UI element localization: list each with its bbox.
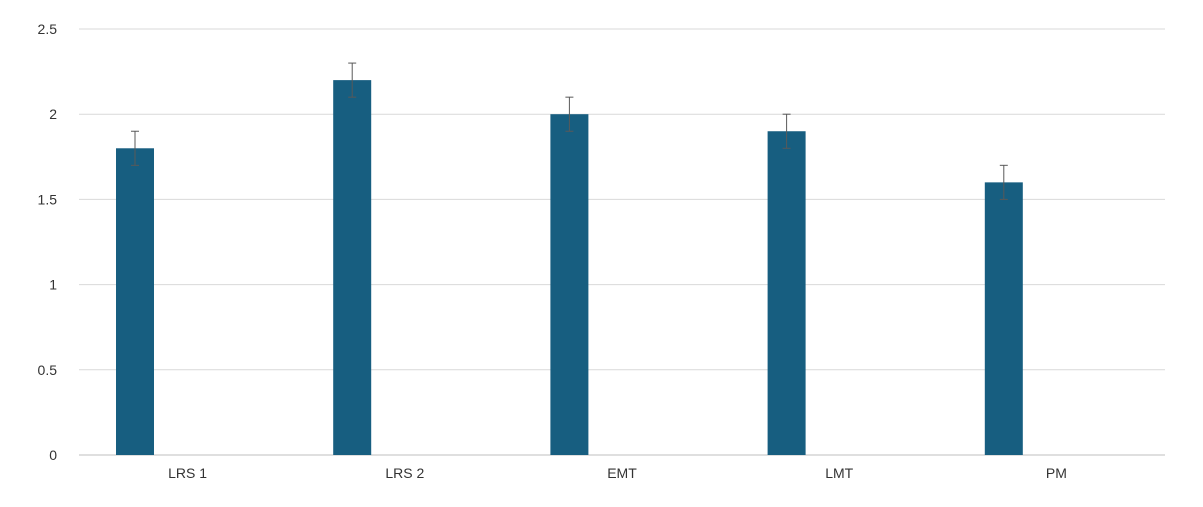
bar: [984, 182, 1023, 456]
gridlines: [79, 28, 1165, 371]
y-tick-label: 0.5: [38, 362, 58, 378]
error-bar: [348, 62, 357, 98]
error-bars: [131, 62, 1008, 200]
bar: [116, 148, 154, 455]
bars: [116, 80, 1023, 456]
tick-labels: 0 0.5 1 1.5 2 2.5 LRS 1 LRS 2 EMT LMT PM: [38, 21, 1067, 481]
error-bar: [565, 96, 574, 132]
bar: [333, 80, 372, 456]
error-bar: [782, 113, 791, 149]
y-tick-label: 1.5: [38, 191, 58, 207]
bar: [550, 114, 589, 455]
x-tick-label: LMT: [825, 465, 853, 481]
y-tick-label: 2: [49, 106, 57, 122]
error-bar: [131, 130, 139, 166]
bar: [767, 131, 806, 456]
y-tick-label: 0: [49, 447, 57, 463]
x-tick-label: LRS 1: [168, 465, 207, 481]
y-tick-label: 1: [49, 277, 57, 293]
y-tick-label: 2.5: [38, 21, 58, 37]
error-bar: [999, 164, 1008, 200]
x-tick-label: PM: [1046, 465, 1067, 481]
x-tick-label: EMT: [607, 465, 637, 481]
x-tick-label: LRS 2: [385, 465, 424, 481]
